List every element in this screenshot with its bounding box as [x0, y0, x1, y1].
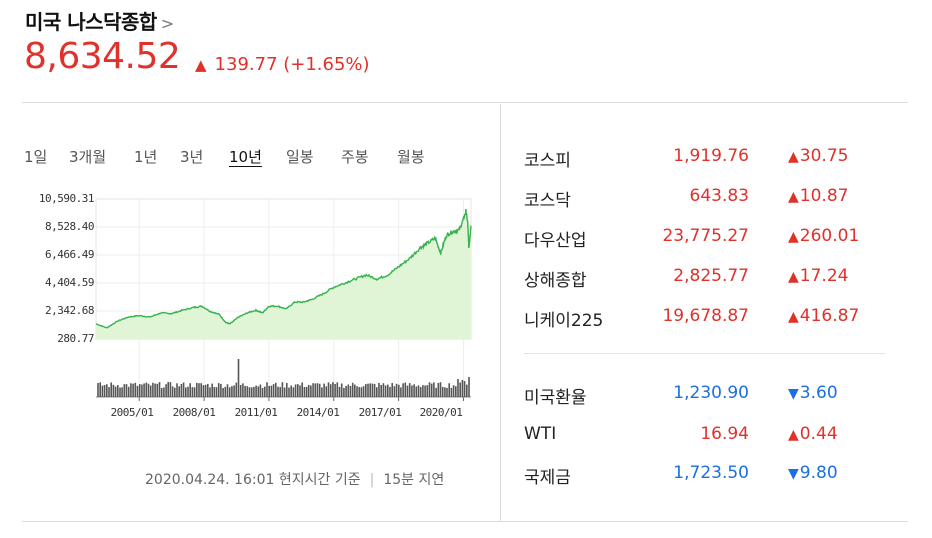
index-name: 코스피: [524, 151, 571, 171]
column-divider: [500, 104, 501, 522]
price-chart: [95, 198, 472, 401]
market-value: 1,230.90: [673, 383, 749, 403]
y-tick-label: 4,404.59: [45, 276, 94, 289]
market-value: 16.94: [700, 424, 749, 444]
price-change-text: 139.77 (+1.65%): [214, 54, 370, 75]
market-row-gold[interactable]: 국제금 1,723.50 ▼9.80: [524, 463, 884, 488]
x-tick-label: 2014/01: [296, 406, 340, 419]
index-change-value: 17.24: [799, 266, 849, 286]
y-tick-label: 280.77: [57, 332, 94, 345]
market-row-usd-krw[interactable]: 미국환율 1,230.90 ▼3.60: [524, 383, 884, 408]
price-series-line: [95, 208, 472, 329]
index-row-dow[interactable]: 다우산업 23,775.27 ▲260.01: [524, 226, 884, 251]
market-change: ▼3.60: [788, 383, 838, 403]
index-row-nikkei[interactable]: 니케이225 19,678.87 ▲416.87: [524, 306, 884, 331]
tab-weekly[interactable]: 주봉: [341, 148, 369, 166]
up-arrow-icon: ▲: [788, 269, 799, 285]
market-name: 미국환율: [524, 388, 587, 408]
chevron-right-icon: >: [160, 14, 174, 33]
index-name: 상해종합: [524, 271, 587, 291]
index-name: 코스닥: [524, 191, 571, 211]
tab-daily[interactable]: 일봉: [286, 148, 314, 166]
index-value: 643.83: [689, 186, 749, 206]
market-change-value: 9.80: [799, 463, 838, 483]
up-arrow-icon: ▲: [788, 189, 799, 205]
index-change-value: 260.01: [799, 226, 860, 246]
down-arrow-icon: ▼: [788, 466, 799, 482]
index-change-value: 10.87: [799, 186, 849, 206]
y-tick-label: 2,342.68: [45, 304, 94, 317]
market-name: 국제금: [524, 468, 571, 488]
index-change-value: 416.87: [799, 306, 860, 326]
index-title[interactable]: 미국 나스닥종합 >: [25, 6, 174, 35]
index-value: 19,678.87: [662, 306, 749, 326]
index-change: ▲260.01: [788, 226, 859, 246]
index-change-value: 30.75: [799, 146, 849, 166]
tab-10y[interactable]: 10년: [229, 148, 262, 166]
market-change-value: 0.44: [799, 424, 838, 444]
y-tick-label: 10,590.31: [38, 192, 95, 205]
tab-monthly[interactable]: 월봉: [397, 148, 425, 166]
up-arrow-icon: ▲: [788, 149, 799, 165]
tab-1y[interactable]: 1년: [134, 148, 158, 166]
index-change: ▲416.87: [788, 306, 859, 326]
index-change: ▲30.75: [788, 146, 848, 166]
market-change: ▲0.44: [788, 424, 838, 444]
list-divider: [524, 353, 885, 354]
x-tick-label: 2005/01: [110, 406, 154, 419]
up-arrow-icon: ▲: [195, 56, 207, 74]
index-row-shanghai[interactable]: 상해종합 2,825.77 ▲17.24: [524, 266, 884, 291]
x-tick-label: 2011/01: [234, 406, 278, 419]
x-tick-label: 2017/01: [358, 406, 402, 419]
price-change: ▲ 139.77 (+1.65%): [195, 54, 370, 75]
market-value: 1,723.50: [673, 463, 749, 483]
tab-3m[interactable]: 3개월: [69, 148, 107, 166]
index-value: 23,775.27: [662, 226, 749, 246]
delay-notice: 15분 지연: [383, 472, 445, 488]
index-value: 1,919.76: [673, 146, 749, 166]
market-change-value: 3.60: [799, 383, 838, 403]
market-name: WTI: [524, 424, 557, 444]
separator: |: [369, 472, 375, 488]
current-price: 8,634.52: [24, 36, 181, 77]
index-row-kosdaq[interactable]: 코스닥 643.83 ▲10.87: [524, 186, 884, 211]
price-area-fill: [96, 209, 471, 339]
update-info: 2020.04.24. 16:01 현지시간 기준 | 15분 지연: [145, 469, 444, 489]
timestamp: 2020.04.24. 16:01 현지시간 기준: [145, 472, 361, 488]
tab-1d[interactable]: 1일: [24, 148, 48, 166]
index-name: 니케이225: [524, 311, 604, 331]
x-tick-label: 2008/01: [172, 406, 216, 419]
market-row-wti[interactable]: WTI 16.94 ▲0.44: [524, 424, 884, 448]
index-name: 다우산업: [524, 231, 587, 251]
down-arrow-icon: ▼: [788, 386, 799, 402]
up-arrow-icon: ▲: [788, 229, 799, 245]
index-title-text: 미국 나스닥종합: [25, 10, 157, 34]
index-value: 2,825.77: [673, 266, 749, 286]
index-change: ▲10.87: [788, 186, 848, 206]
index-change: ▲17.24: [788, 266, 848, 286]
bottom-divider: [22, 521, 908, 522]
up-arrow-icon: ▲: [788, 427, 799, 443]
up-arrow-icon: ▲: [788, 309, 799, 325]
tab-3y[interactable]: 3년: [180, 148, 204, 166]
top-divider: [22, 102, 908, 103]
market-change: ▼9.80: [788, 463, 838, 483]
y-tick-label: 6,466.49: [45, 248, 94, 261]
x-tick-label: 2020/01: [419, 406, 463, 419]
y-tick-label: 8,528.40: [45, 220, 94, 233]
index-row-kospi[interactable]: 코스피 1,919.76 ▲30.75: [524, 146, 884, 171]
